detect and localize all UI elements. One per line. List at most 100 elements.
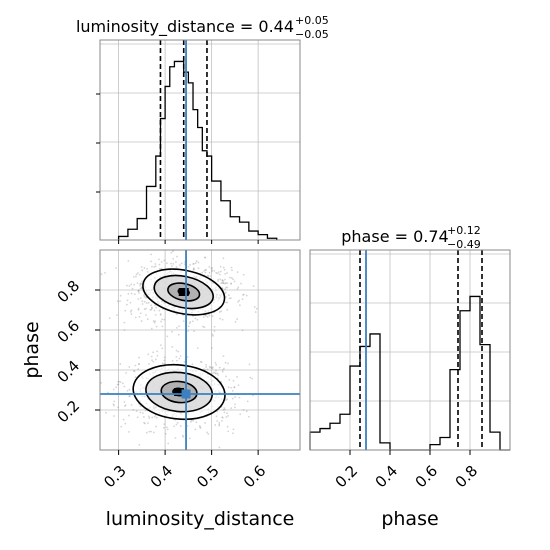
joint-point xyxy=(221,279,224,282)
joint-point xyxy=(225,295,227,298)
joint-point xyxy=(149,309,152,311)
joint-point xyxy=(164,432,167,435)
joint-point xyxy=(234,396,236,398)
joint-point xyxy=(151,265,153,268)
joint-point xyxy=(187,265,190,268)
joint-point xyxy=(213,371,215,374)
joint-truth-marker xyxy=(181,389,191,399)
joint-point xyxy=(204,314,207,317)
joint-point xyxy=(132,409,135,411)
joint-point xyxy=(217,280,219,282)
joint-point xyxy=(221,318,224,321)
joint-point xyxy=(144,422,146,425)
joint-point xyxy=(155,306,158,309)
joint-point xyxy=(138,356,141,359)
joint-ytick-label-0: 0.2 xyxy=(54,397,84,427)
joint-point xyxy=(150,260,153,263)
joint-point xyxy=(219,278,222,281)
joint-point xyxy=(189,321,192,323)
hist2-xtick-label-3: 0.8 xyxy=(452,462,482,492)
joint-point xyxy=(127,430,130,433)
joint-point xyxy=(154,265,157,268)
joint-point xyxy=(167,442,170,445)
joint-point xyxy=(231,397,234,400)
joint-point xyxy=(181,434,184,437)
joint-point xyxy=(176,421,179,424)
joint-point xyxy=(118,380,121,383)
joint-point xyxy=(176,255,178,258)
joint-point xyxy=(199,360,202,363)
joint-point xyxy=(177,350,180,353)
joint-point xyxy=(166,428,169,431)
joint-point xyxy=(151,416,154,419)
joint-point xyxy=(224,288,226,291)
joint-ytick-label-3: 0.8 xyxy=(54,277,84,307)
joint-point xyxy=(251,377,253,380)
joint-point xyxy=(220,282,223,285)
joint-point xyxy=(143,300,146,303)
joint-point xyxy=(179,425,182,427)
joint-point xyxy=(224,361,227,364)
joint-point xyxy=(198,425,201,427)
joint-point xyxy=(189,263,191,266)
joint-point xyxy=(238,396,241,399)
joint-point xyxy=(113,404,115,407)
hist1-grid xyxy=(100,40,300,240)
joint-point xyxy=(113,400,116,403)
joint-point xyxy=(121,382,124,385)
joint-point xyxy=(126,299,129,302)
joint-point xyxy=(226,308,229,311)
joint-point xyxy=(237,300,240,303)
joint-point xyxy=(240,282,242,285)
joint-point xyxy=(136,416,139,419)
joint-point xyxy=(161,325,164,328)
joint-point xyxy=(230,282,233,285)
joint-point xyxy=(218,446,221,449)
joint-point xyxy=(137,272,139,274)
hist1-tick-marks xyxy=(96,93,259,244)
joint-point xyxy=(226,425,229,428)
joint-point xyxy=(161,362,164,365)
joint-point xyxy=(226,412,229,415)
joint-point xyxy=(222,282,225,284)
x-axis-label-phase: phase xyxy=(381,508,438,530)
joint-point xyxy=(159,313,162,316)
joint-point xyxy=(189,420,192,423)
joint-point xyxy=(166,262,168,265)
joint-point xyxy=(234,320,237,323)
joint-xtick-label-0: 0.3 xyxy=(100,462,130,492)
joint-point xyxy=(130,309,133,312)
joint-point xyxy=(218,273,221,276)
joint-point xyxy=(213,270,216,272)
joint-point xyxy=(180,262,183,265)
joint-point xyxy=(145,314,147,316)
joint-point xyxy=(123,329,126,332)
joint-point xyxy=(207,275,210,277)
joint-point xyxy=(172,258,175,260)
joint-point xyxy=(129,310,132,313)
joint-point xyxy=(143,295,146,298)
joint-point xyxy=(112,388,115,391)
joint-point xyxy=(134,364,137,367)
joint-point xyxy=(137,289,140,292)
joint-point xyxy=(155,416,158,419)
joint-point xyxy=(210,267,213,270)
joint-point xyxy=(163,318,166,321)
joint-point xyxy=(171,359,174,362)
joint-point xyxy=(139,411,142,414)
joint-point xyxy=(159,313,162,315)
joint-point xyxy=(137,307,140,310)
joint-point xyxy=(154,263,157,265)
joint-point xyxy=(154,304,156,307)
joint-point xyxy=(203,368,205,371)
joint-point xyxy=(158,267,161,270)
joint-point xyxy=(174,436,177,439)
joint-point xyxy=(221,416,224,419)
joint-point xyxy=(214,424,217,426)
joint-point xyxy=(127,292,130,295)
joint-point xyxy=(187,325,190,328)
joint-point xyxy=(175,349,178,352)
joint-point xyxy=(214,372,217,375)
joint-point xyxy=(236,271,239,274)
joint-point xyxy=(238,299,241,302)
